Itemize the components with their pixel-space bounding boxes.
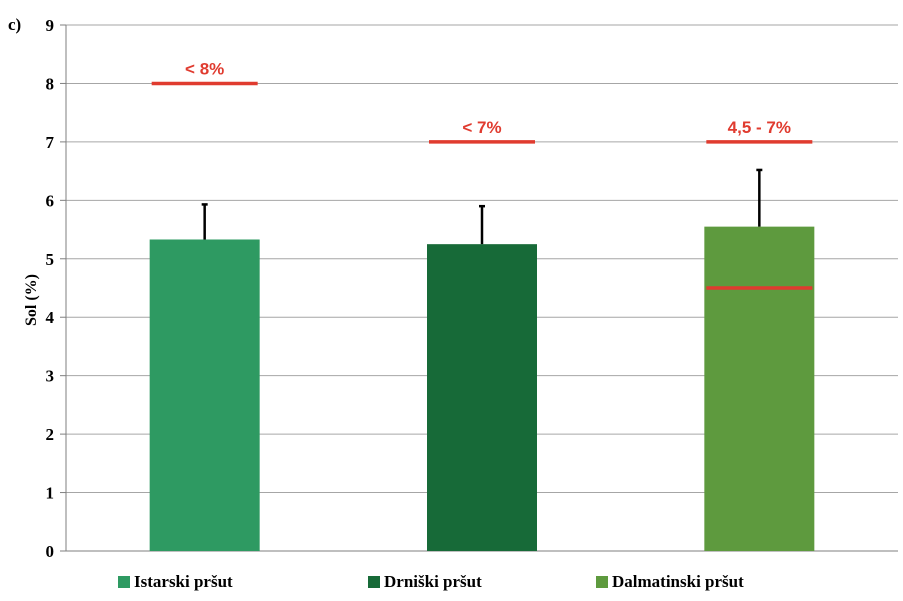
legend-item-dalmatinski: Dalmatinski pršut [596,572,744,592]
y-tick-label: 7 [46,133,55,152]
legend: Istarski pršut Drniški pršut Dalmatinski… [0,572,903,598]
bar [149,239,260,552]
limit-label: < 7% [462,118,501,137]
limit-lines: < 8% < 7% 4,5 - 7% [151,59,813,290]
legend-label-dalmatinski: Dalmatinski pršut [612,572,744,591]
y-tick-labels: 0 1 2 3 4 5 6 7 8 9 [46,16,55,561]
legend-label-drniski: Drniški pršut [384,572,482,591]
bars [149,168,815,552]
y-axis-label: Sol (%) [23,274,40,326]
y-tick-label: 6 [46,191,55,210]
panel-label: c) [8,15,21,34]
limit-label: < 8% [185,59,224,78]
legend-label-istarski: Istarski pršut [134,572,233,591]
legend-swatch-dalmatinski [596,576,608,588]
y-tick-label: 2 [46,425,55,444]
legend-swatch-istarski [118,576,130,588]
legend-item-istarski: Istarski pršut [118,572,233,592]
limit-label: 4,5 - 7% [728,118,791,137]
y-tick-label: 1 [46,484,55,503]
y-tick-label: 8 [46,74,55,93]
y-tick-label: 0 [46,542,55,561]
bar [427,244,537,551]
legend-item-drniski: Drniški pršut [368,572,482,592]
legend-swatch-drniski [368,576,380,588]
y-tick-label: 4 [46,308,55,327]
y-tick-label: 3 [46,367,55,386]
y-tick-label: 9 [46,16,55,35]
bar [704,226,815,551]
y-tick-label: 5 [46,250,55,269]
